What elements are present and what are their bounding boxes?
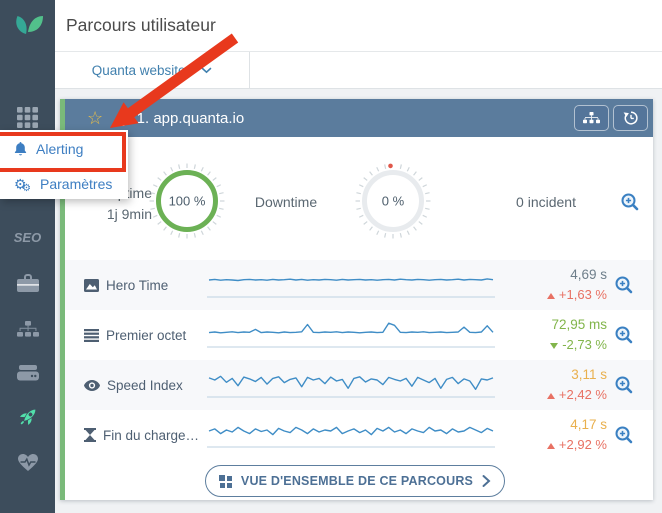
sidebar-item-server[interactable] bbox=[0, 364, 55, 382]
context-menu: Alerting ⚙ ⚙ Paramètres bbox=[0, 130, 128, 199]
zoom-in-icon[interactable] bbox=[614, 275, 634, 295]
metric-value: 72,95 ms bbox=[551, 317, 607, 332]
bell-icon bbox=[14, 142, 27, 156]
svg-text:100 %: 100 % bbox=[169, 194, 206, 209]
metric-label-group: Premier octet bbox=[84, 310, 186, 360]
metric-sparkline bbox=[207, 278, 495, 298]
metric-rows: Hero Time 4,69 s +1,63 % Premier octet 72,95… bbox=[65, 260, 653, 460]
trend-down-icon bbox=[550, 342, 559, 349]
site-selector-dropdown[interactable]: Quanta websites bbox=[55, 52, 250, 88]
gears-icon: ⚙ ⚙ bbox=[14, 175, 31, 194]
sidebar-item-sitemap[interactable] bbox=[0, 320, 55, 339]
downtime-label: Downtime bbox=[254, 194, 318, 210]
uptime-duration: 1j 9min bbox=[106, 206, 152, 222]
metric-value: 4,69 s bbox=[570, 267, 607, 282]
zoom-in-icon[interactable] bbox=[614, 425, 634, 445]
quanta-logo-icon[interactable] bbox=[10, 7, 46, 39]
trend-up-icon bbox=[546, 292, 555, 299]
dashboard-grid-icon bbox=[218, 474, 232, 488]
sidebar-item-rocket[interactable] bbox=[0, 406, 55, 428]
metric-label: Hero Time bbox=[106, 277, 169, 293]
metric-label-group: Hero Time bbox=[84, 260, 168, 310]
metric-sparkline bbox=[207, 322, 495, 348]
menu-item-alerting[interactable]: Alerting bbox=[0, 130, 128, 168]
lines-icon bbox=[84, 328, 99, 342]
metric-change: -2,73 % bbox=[487, 336, 607, 354]
metric-row: Speed Index 3,11 s +2,42 % bbox=[65, 360, 653, 410]
incident-count: 0 incident bbox=[516, 194, 576, 210]
metric-sparkline bbox=[207, 426, 495, 448]
downtime-marker-dot bbox=[388, 163, 393, 169]
metric-sparkline bbox=[207, 375, 495, 398]
sidebar-label-seo[interactable]: SEO bbox=[13, 229, 42, 245]
tab-bar: Quanta websites bbox=[55, 52, 662, 89]
journey-card-header: ☆ 1. app.quanta.io bbox=[65, 99, 653, 137]
metric-label: Fin du charge… bbox=[103, 427, 200, 443]
metric-change: +2,42 % bbox=[487, 386, 607, 404]
zoom-in-icon[interactable] bbox=[614, 325, 634, 345]
hourglass-icon bbox=[84, 428, 96, 442]
metric-label-group: Fin du charge… bbox=[84, 410, 199, 460]
metric-change: +1,63 % bbox=[487, 286, 607, 304]
journey-title: 1. app.quanta.io bbox=[136, 109, 245, 127]
top-header: Parcours utilisateur bbox=[55, 0, 662, 52]
svg-text:0 %: 0 % bbox=[382, 194, 405, 209]
page-title: Parcours utilisateur bbox=[66, 15, 216, 35]
uptime-gauge: 100 % bbox=[149, 163, 225, 239]
metric-row: Hero Time 4,69 s +1,63 % bbox=[65, 260, 653, 310]
sidebar-item-briefcase[interactable] bbox=[0, 273, 55, 293]
sidebar-item-apps-grid[interactable] bbox=[0, 106, 55, 128]
sidebar: SEO bbox=[0, 0, 55, 513]
downtime-gauge: 0 % bbox=[355, 163, 431, 239]
annotation-highlight-rectangle bbox=[0, 132, 126, 172]
metric-label-group: Speed Index bbox=[84, 360, 183, 410]
metric-row: Fin du charge… 4,17 s +2,92 % bbox=[65, 410, 653, 460]
journey-card: ☆ 1. app.quanta.io bbox=[60, 99, 653, 500]
chevron-right-icon bbox=[482, 475, 491, 487]
chevron-down-icon bbox=[201, 67, 212, 73]
metric-values: 3,11 s +2,42 % bbox=[487, 366, 607, 404]
metric-value: 3,11 s bbox=[571, 367, 607, 382]
metric-value: 4,17 s bbox=[570, 417, 607, 432]
zoom-in-icon[interactable] bbox=[620, 192, 640, 212]
eye-icon bbox=[84, 379, 100, 391]
metric-values: 4,17 s +2,92 % bbox=[487, 416, 607, 454]
steps-sitemap-button[interactable] bbox=[574, 105, 609, 131]
metric-change: +2,92 % bbox=[487, 436, 607, 454]
favorite-star-icon[interactable]: ☆ bbox=[87, 108, 104, 128]
history-icon bbox=[623, 111, 638, 125]
metric-label: Speed Index bbox=[107, 377, 183, 393]
sitemap-icon bbox=[583, 111, 600, 123]
metric-values: 4,69 s +1,63 % bbox=[487, 266, 607, 304]
site-selector-label: Quanta websites bbox=[91, 62, 193, 78]
metric-row: Premier octet 72,95 ms -2,73 % bbox=[65, 310, 653, 360]
trend-up-icon bbox=[546, 442, 555, 449]
metric-label: Premier octet bbox=[106, 327, 187, 343]
kebab-menu-icon[interactable] bbox=[118, 107, 128, 129]
journey-overview-button[interactable]: VUE D'ENSEMBLE DE CE PARCOURS bbox=[205, 465, 505, 497]
zoom-in-icon[interactable] bbox=[614, 375, 634, 395]
metric-values: 72,95 ms -2,73 % bbox=[487, 316, 607, 354]
history-button[interactable] bbox=[613, 105, 648, 131]
trend-up-icon bbox=[546, 392, 555, 399]
sidebar-item-heart-pulse[interactable] bbox=[0, 453, 55, 472]
image-icon bbox=[84, 278, 99, 292]
menu-item-parametres[interactable]: ⚙ ⚙ Paramètres bbox=[14, 175, 113, 194]
